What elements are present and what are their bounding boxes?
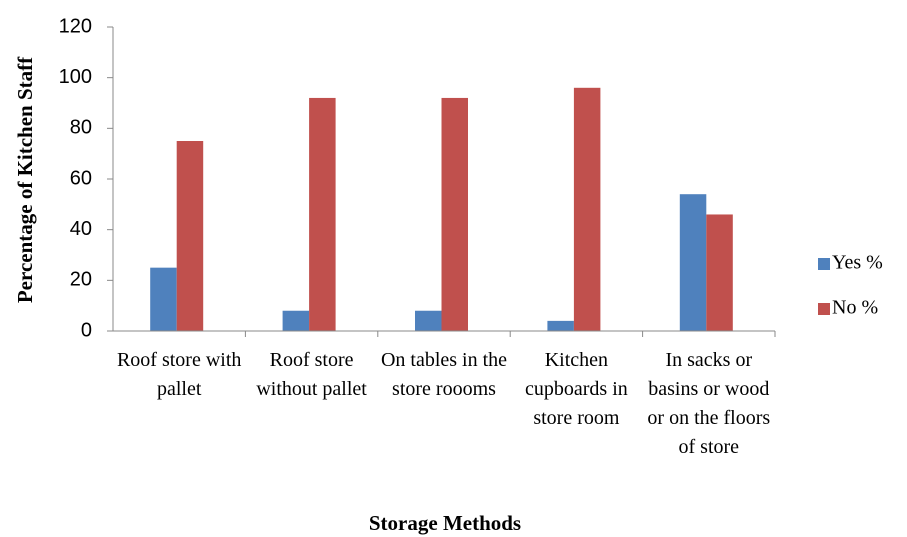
y-tick-label: 80 [70,117,92,139]
legend-label: Yes % [832,252,883,274]
bar [309,97,336,331]
x-tick-label: In sacks or basins or wood or on the flo… [647,349,771,458]
y-tick-label: 120 [59,15,92,37]
bar [415,310,442,331]
y-axis-title: Percentage of Kitchen Staff [13,56,37,303]
bar [573,87,601,331]
bar [706,214,733,331]
bar [441,97,468,331]
bar [176,141,204,331]
y-tick-label: 100 [59,66,92,88]
x-tick-label: Kitchen cupboards in store room [525,349,628,429]
legend-swatch [818,303,830,315]
legend-swatch [818,258,830,270]
legend-label: No % [832,297,878,319]
bar [150,267,177,331]
y-tick-label: 60 [70,167,92,189]
x-tick-label: Roof store without pallet [256,349,367,400]
y-tick-label: 20 [70,269,92,291]
bar [547,320,574,331]
x-axis-title: Storage Methods [369,511,521,535]
bar [282,310,310,331]
x-tick-label: Roof store with pallet [116,349,242,400]
y-tick-label: 40 [70,218,92,240]
x-tick-label: On tables in the store roooms [380,349,508,400]
y-tick-label: 0 [81,319,92,341]
bar [679,194,707,331]
